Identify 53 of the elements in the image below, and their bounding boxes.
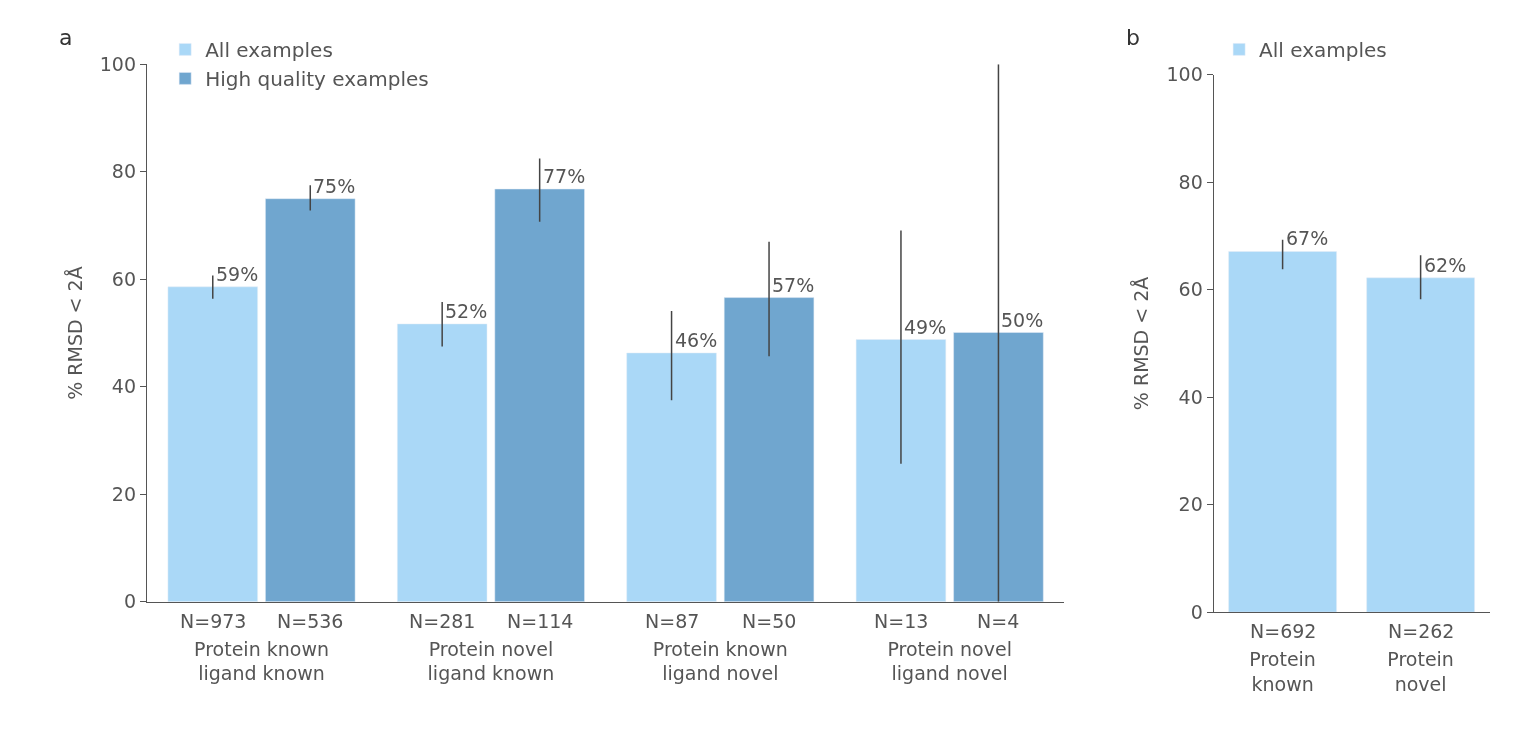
data-label: 57%: [772, 274, 815, 296]
text: N=114: [507, 610, 574, 632]
bar: [855, 339, 947, 602]
y-tick-label: 80: [111, 160, 137, 183]
y-tick-label: 20: [111, 482, 137, 505]
text: N=13: [874, 610, 929, 632]
data-label: 50%: [1001, 309, 1044, 331]
data-label: 49%: [904, 316, 947, 338]
bar: [265, 198, 356, 602]
bar: [167, 286, 258, 602]
x-tick-label: Protein novel: [1387, 647, 1454, 695]
text: N=4: [977, 610, 1020, 632]
bar: [397, 323, 488, 602]
x-tick-label: Protein known ligand known: [194, 637, 329, 685]
bar: [723, 297, 815, 602]
data-label: 59%: [216, 263, 259, 285]
text: N=536: [277, 610, 344, 632]
data-label: 77%: [543, 165, 586, 187]
chart-title: b: [1126, 25, 1140, 50]
x-tick-label: Protein known ligand novel: [652, 637, 788, 685]
y-tick-label: 60: [111, 267, 137, 290]
data-label: 52%: [445, 300, 488, 322]
x-tick-label: Protein novel ligand known: [427, 637, 555, 685]
y-tick-label: 20: [1178, 493, 1203, 516]
legend-label: High quality examples: [205, 67, 429, 92]
y-tick-label: 40: [111, 375, 137, 398]
bar: [626, 352, 717, 602]
text: N=281: [409, 610, 476, 632]
data-label: 46%: [675, 329, 718, 351]
text: N=50: [742, 610, 797, 632]
y-tick-label: 0: [123, 590, 137, 613]
text: N=262: [1388, 620, 1455, 642]
text: N=973: [180, 610, 247, 632]
x-tick-label: Protein novel ligand novel: [887, 637, 1012, 685]
y-tick-label: 100: [99, 52, 137, 75]
bar: [953, 332, 1044, 602]
y-axis-title: % RMSD < 2Å: [1130, 276, 1153, 411]
chart-title: a: [59, 25, 73, 50]
bar: [494, 188, 585, 602]
y-tick-label: 100: [1166, 63, 1203, 86]
x-tick-label: Protein known: [1249, 647, 1316, 695]
y-axis-title: % RMSD < 2Å: [63, 266, 86, 400]
text: N=692: [1250, 620, 1317, 642]
legend-label: All examples: [205, 38, 333, 63]
y-tick-label: 0: [1190, 600, 1203, 623]
text: N=87: [645, 610, 700, 632]
y-tick-label: 80: [1178, 170, 1203, 193]
data-label: 67%: [1286, 227, 1329, 249]
data-label: 75%: [313, 175, 356, 197]
y-tick-label: 40: [1178, 385, 1203, 408]
y-tick-label: 60: [1178, 278, 1203, 301]
legend-label: All examples: [1259, 38, 1387, 63]
data-label: 62%: [1424, 254, 1467, 276]
